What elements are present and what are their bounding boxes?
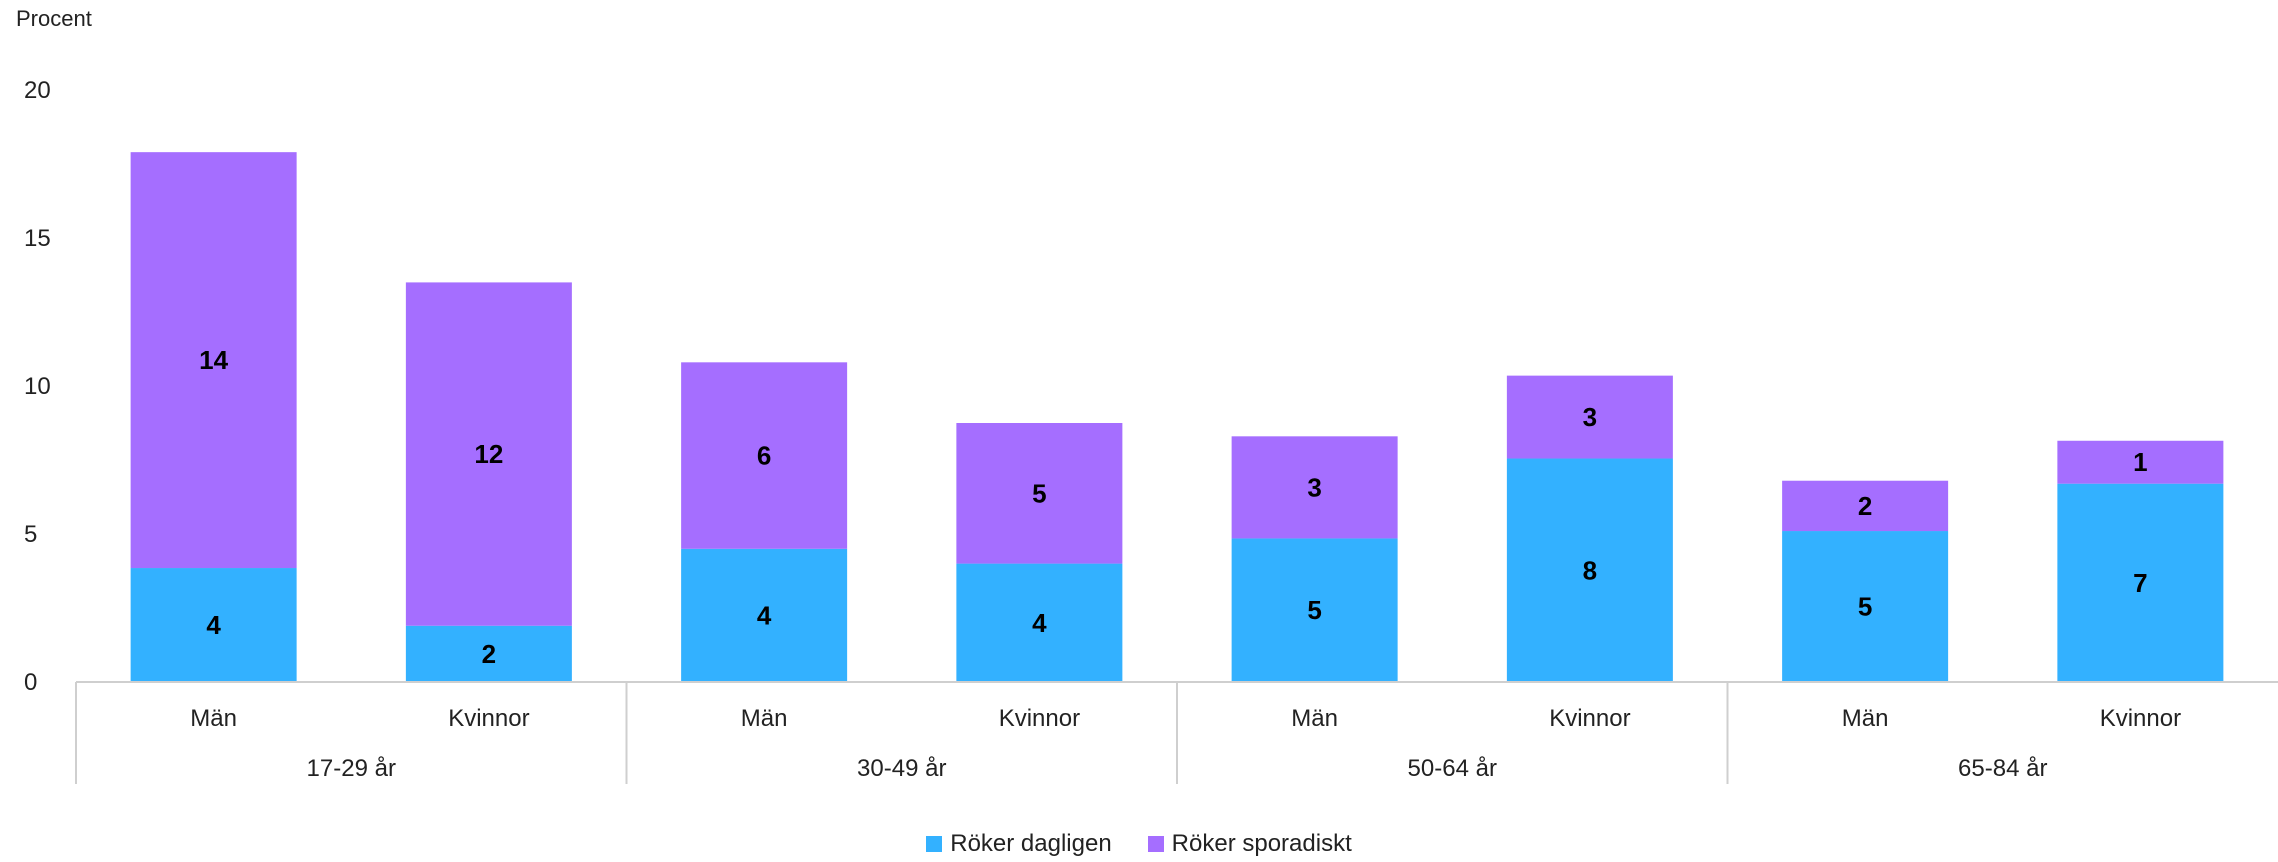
- x-category-label: Män: [190, 705, 237, 732]
- x-axis-labels: Män Kvinnor Män Kvinnor Män Kvinnor Män Kvinnor…: [190, 705, 2181, 782]
- bar-segment-sporadic: [681, 362, 848, 549]
- legend-label-sporadic: Röker sporadiskt: [1171, 830, 1352, 857]
- legend-swatch-sporadic: [1147, 836, 1164, 852]
- x-category-label: Kvinnor: [999, 705, 1080, 732]
- legend-swatch-daily: [926, 836, 943, 852]
- bar-segment-sporadic: [405, 282, 572, 626]
- x-category-label: Män: [741, 705, 788, 732]
- data-label: 2: [482, 639, 496, 669]
- data-label: 5: [1307, 595, 1321, 625]
- data-label: 3: [1307, 472, 1321, 502]
- x-category-label: Kvinnor: [1549, 705, 1630, 732]
- y-tick-label: 15: [24, 225, 51, 252]
- bar-segment-daily: [405, 625, 572, 682]
- bar-segment-daily: [1506, 458, 1673, 682]
- data-label: 8: [1583, 555, 1597, 585]
- bar-segment-daily: [956, 563, 1123, 682]
- bar-segment-daily: [130, 568, 297, 682]
- data-label: 5: [1032, 478, 1046, 508]
- bar-segment-sporadic: [1782, 480, 1949, 532]
- data-label: 6: [757, 441, 771, 471]
- bar-segment-daily: [1782, 531, 1949, 682]
- x-category-label: Kvinnor: [448, 705, 529, 732]
- y-tick-label: 5: [24, 521, 37, 548]
- bar-segment-sporadic: [956, 423, 1123, 564]
- bar-segment-sporadic: [2057, 440, 2224, 484]
- bar-segment-daily: [681, 548, 848, 682]
- data-label: 2: [1858, 491, 1872, 521]
- data-label: 14: [199, 345, 228, 375]
- x-group-label: 30-49 år: [857, 755, 946, 782]
- legend-label-daily: Röker dagligen: [950, 830, 1112, 857]
- x-group-label: 50-64 år: [1408, 755, 1497, 782]
- data-label: 7: [2133, 568, 2147, 598]
- x-category-label: Män: [1842, 705, 1889, 732]
- data-label: 3: [1583, 402, 1597, 432]
- data-label: 4: [757, 600, 772, 630]
- data-label: 1: [2133, 447, 2147, 477]
- y-tick-label: 0: [24, 669, 37, 696]
- y-axis-ticks: 0 5 10 15 20: [24, 77, 51, 696]
- bar-segment-daily: [2057, 483, 2224, 682]
- x-category-label: Kvinnor: [2100, 705, 2181, 732]
- bar-segment-daily: [1231, 538, 1398, 682]
- legend: Röker dagligen Röker sporadiskt: [0, 830, 2278, 858]
- legend-item-sporadic: Röker sporadiskt: [1147, 830, 1352, 858]
- data-label: 4: [1032, 608, 1047, 638]
- legend-item-daily: Röker dagligen: [926, 830, 1112, 858]
- x-category-label: Män: [1291, 705, 1338, 732]
- y-tick-label: 20: [24, 77, 51, 104]
- y-axis-title: Procent: [16, 6, 92, 31]
- data-label: 12: [474, 439, 503, 469]
- bar-segment-sporadic: [130, 152, 297, 569]
- bars: 4 14 2 12 4 6 4 5 5 3 8 3 5 2 7 1: [130, 152, 2224, 682]
- x-group-label: 65-84 år: [1958, 755, 2047, 782]
- x-group-label: 17-29 år: [307, 755, 396, 782]
- axes: [75, 681, 2278, 784]
- y-tick-label: 10: [24, 373, 51, 400]
- data-label: 4: [206, 610, 221, 640]
- bar-segment-sporadic: [1231, 436, 1398, 539]
- data-label: 5: [1858, 592, 1872, 622]
- bar-segment-sporadic: [1506, 375, 1673, 459]
